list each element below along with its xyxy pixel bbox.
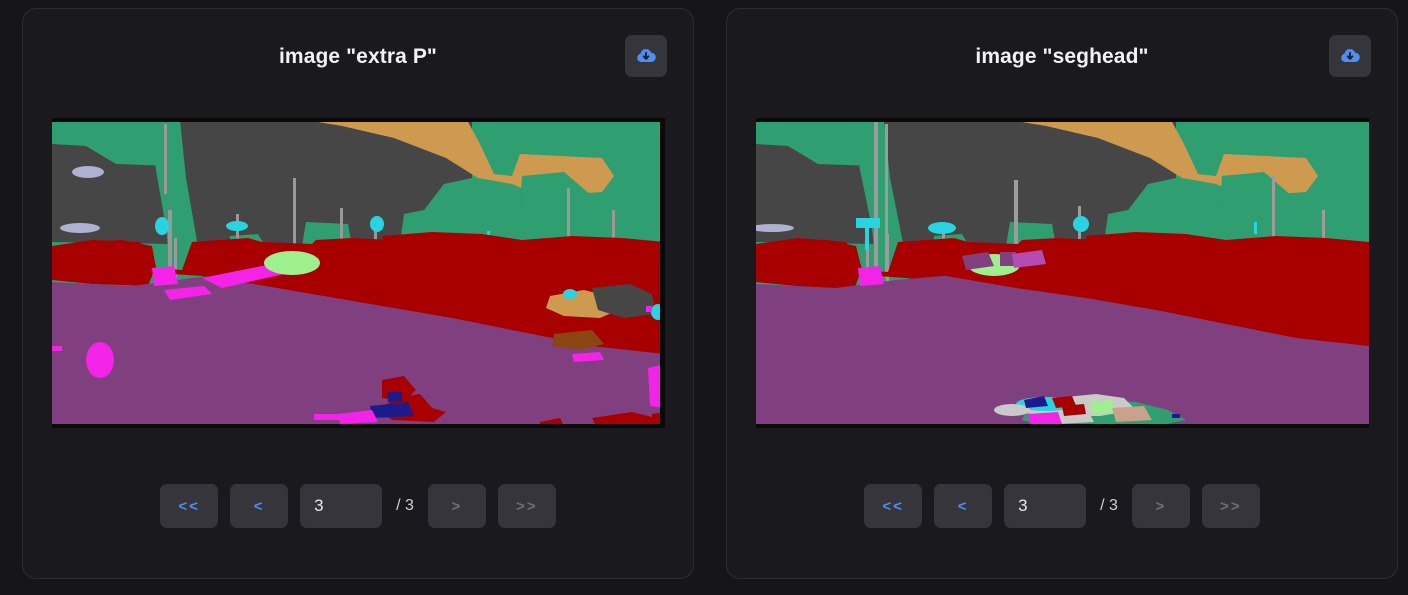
last-page-button[interactable]: >> — [1201, 484, 1260, 528]
cloud-download-icon — [635, 45, 657, 67]
prev-page-button[interactable]: < — [230, 484, 289, 528]
total-pages-label: / 3 — [396, 497, 414, 514]
total-pages-label: / 3 — [1100, 497, 1118, 514]
segmentation-image-seghead — [755, 118, 1369, 428]
page-title: image "seghead" — [975, 45, 1149, 68]
first-page-button[interactable]: << — [160, 484, 219, 528]
panel-header: image "seghead" — [727, 35, 1397, 99]
prev-page-button[interactable]: < — [934, 484, 993, 528]
next-page-button[interactable]: > — [427, 484, 486, 528]
segmentation-image-extra-p — [51, 118, 665, 428]
pagination-controls: << < / 3 > >> — [160, 484, 556, 528]
cloud-download-icon — [1339, 45, 1361, 67]
pagination-controls: << < / 3 > >> — [864, 484, 1260, 528]
page-number-input[interactable] — [1004, 484, 1087, 528]
download-button[interactable] — [1329, 35, 1371, 77]
last-page-button[interactable]: >> — [497, 484, 556, 528]
image-panel-extra-p: image "extra P" — [22, 8, 694, 579]
image-panel-seghead: image "seghead" — [726, 8, 1398, 579]
first-page-button[interactable]: << — [864, 484, 923, 528]
page-number-input[interactable] — [300, 484, 383, 528]
panel-header: image "extra P" — [23, 35, 693, 99]
page-title: image "extra P" — [279, 45, 437, 68]
download-button[interactable] — [625, 35, 667, 77]
next-page-button[interactable]: > — [1131, 484, 1190, 528]
